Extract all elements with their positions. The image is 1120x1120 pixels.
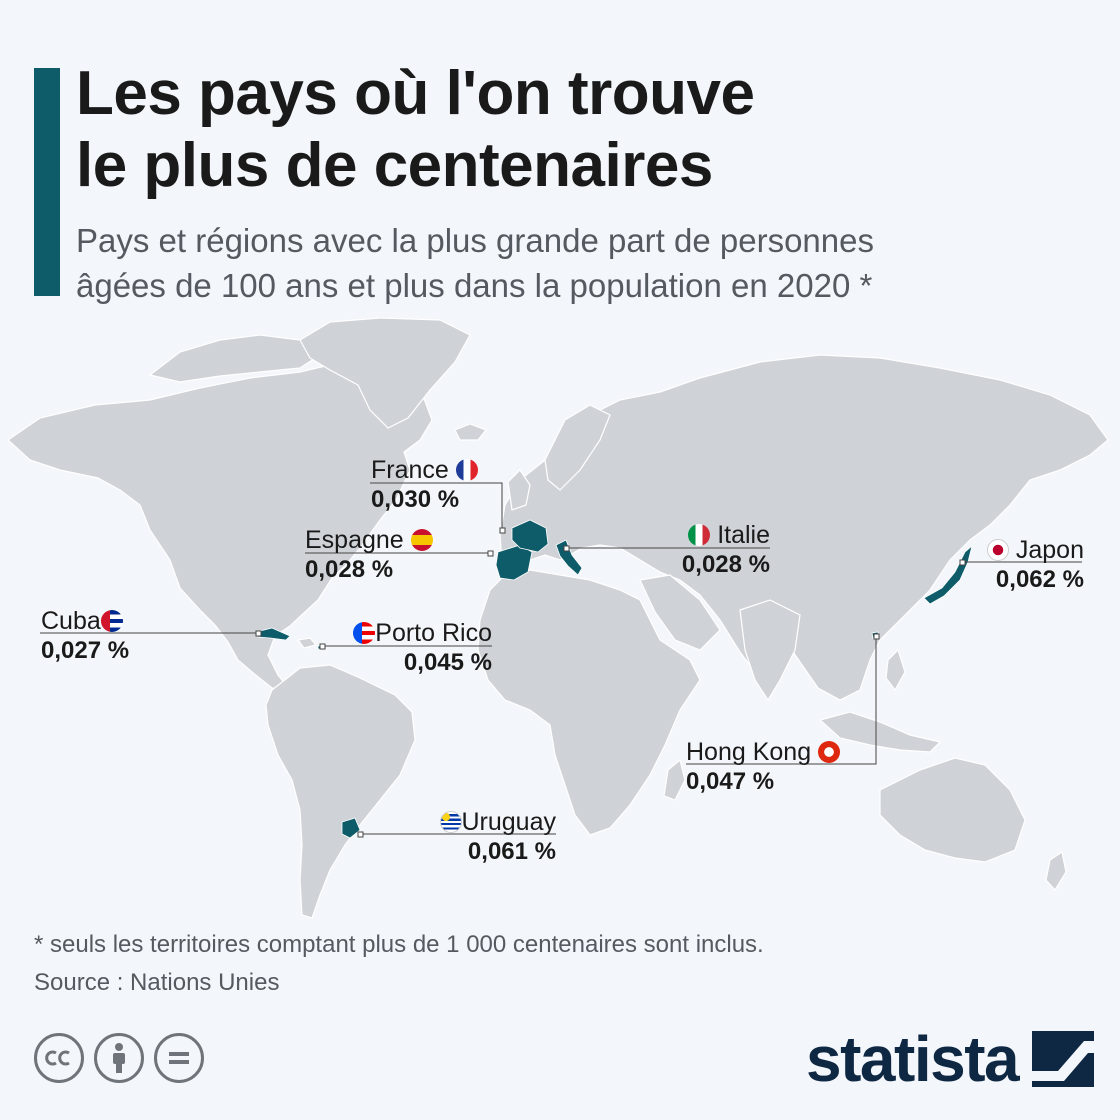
land-madagascar bbox=[663, 758, 686, 801]
land-australia bbox=[879, 757, 1026, 863]
land-africa bbox=[477, 569, 701, 836]
land-south-america bbox=[265, 664, 416, 919]
land-greenland bbox=[299, 317, 471, 429]
label-japon-value: 0,062 % bbox=[995, 566, 1084, 593]
footnote-block: * seuls les territoires comptant plus de… bbox=[34, 926, 764, 1002]
label-france-value: 0,030 % bbox=[371, 486, 460, 513]
shape-uruguay bbox=[341, 817, 361, 839]
source-note: Source : Nations Unies bbox=[34, 969, 280, 996]
label-porto-rico-name: Porto Rico bbox=[375, 619, 492, 647]
label-cuba: Cuba 0,027 % bbox=[41, 606, 129, 666]
dot-porto-rico bbox=[319, 643, 326, 650]
label-cuba-value: 0,027 % bbox=[41, 637, 130, 664]
flag-cuba-icon bbox=[100, 610, 123, 632]
attribution-icon[interactable] bbox=[94, 1033, 144, 1083]
flag-puerto-rico-icon bbox=[353, 622, 376, 644]
label-japon: Japon 0,062 % bbox=[970, 535, 1084, 595]
dot-italie bbox=[563, 545, 570, 552]
statista-logo-icon bbox=[1032, 1031, 1095, 1087]
label-uruguay: Uruguay 0,061 % bbox=[416, 807, 556, 867]
statista-logo[interactable]: statista bbox=[806, 1023, 1095, 1095]
no-derivatives-icon[interactable] bbox=[154, 1033, 204, 1083]
shape-italy bbox=[555, 539, 583, 576]
land-iceland bbox=[454, 423, 487, 441]
land-caribbean bbox=[296, 637, 318, 649]
label-espagne: Espagne 0,028 % bbox=[305, 525, 433, 585]
leader-hong-kong bbox=[686, 636, 877, 765]
subtitle-line-1: Pays et régions avec la plus grande part… bbox=[76, 222, 874, 259]
label-uruguay-value: 0,061 % bbox=[467, 838, 556, 865]
land-indonesia bbox=[818, 711, 942, 753]
dot-uruguay bbox=[357, 831, 364, 838]
label-japon-name: Japon bbox=[1015, 536, 1084, 564]
flag-spain-icon bbox=[410, 529, 433, 551]
flag-hong-kong-icon bbox=[818, 741, 841, 763]
label-italie-name: Italie bbox=[717, 521, 770, 549]
land-scandinavia bbox=[544, 404, 611, 491]
dot-hong-kong bbox=[873, 633, 880, 640]
cc-icon[interactable] bbox=[34, 1033, 84, 1083]
dot-france bbox=[499, 527, 506, 534]
label-italie: Italie 0,028 % bbox=[666, 520, 770, 580]
subtitle-line-2: âgées de 100 ans et plus dans la populat… bbox=[76, 267, 873, 304]
land-india bbox=[739, 599, 801, 702]
world-map bbox=[7, 317, 1109, 919]
title-line-2: le plus de centenaires bbox=[76, 131, 713, 200]
land-new-zealand bbox=[1045, 851, 1067, 891]
label-france-name: France bbox=[371, 456, 449, 484]
page-title: Les pays où l'on trouve le plus de cente… bbox=[76, 58, 1076, 202]
label-italie-value: 0,028 % bbox=[681, 551, 770, 578]
flag-uruguay-icon bbox=[439, 811, 462, 833]
dot-cuba bbox=[255, 630, 262, 637]
label-uruguay-name: Uruguay bbox=[461, 808, 557, 836]
label-hong-kong-name: Hong Kong bbox=[686, 738, 812, 766]
label-france: France 0,030 % bbox=[371, 455, 478, 515]
land-eurasia bbox=[499, 354, 1109, 701]
flag-italy-icon bbox=[688, 524, 711, 546]
shape-france bbox=[511, 519, 549, 553]
land-arabia bbox=[639, 574, 721, 651]
land-uk bbox=[507, 469, 531, 511]
leader-france bbox=[370, 482, 503, 530]
flag-france-icon bbox=[455, 459, 478, 481]
label-espagne-value: 0,028 % bbox=[305, 556, 394, 583]
shape-japan bbox=[923, 544, 973, 605]
license-icons bbox=[34, 1033, 204, 1083]
dot-espagne bbox=[487, 550, 494, 557]
label-hong-kong: Hong Kong 0,047 % bbox=[686, 737, 841, 797]
label-cuba-name: Cuba bbox=[41, 607, 101, 635]
footnote: * seuls les territoires comptant plus de… bbox=[34, 931, 764, 958]
shape-cuba bbox=[255, 627, 291, 641]
label-porto-rico: Porto Rico 0,045 % bbox=[330, 618, 492, 678]
flag-japan-icon bbox=[986, 539, 1009, 561]
land-philippines bbox=[885, 648, 906, 692]
label-espagne-name: Espagne bbox=[305, 526, 404, 554]
label-porto-rico-value: 0,045 % bbox=[403, 649, 492, 676]
dot-japon bbox=[959, 559, 966, 566]
accent-bar bbox=[34, 68, 60, 296]
page-subtitle: Pays et régions avec la plus grande part… bbox=[76, 218, 1096, 308]
label-hong-kong-value: 0,047 % bbox=[686, 768, 775, 795]
title-line-1: Les pays où l'on trouve bbox=[76, 59, 755, 128]
brand-name: statista bbox=[806, 1023, 1020, 1095]
